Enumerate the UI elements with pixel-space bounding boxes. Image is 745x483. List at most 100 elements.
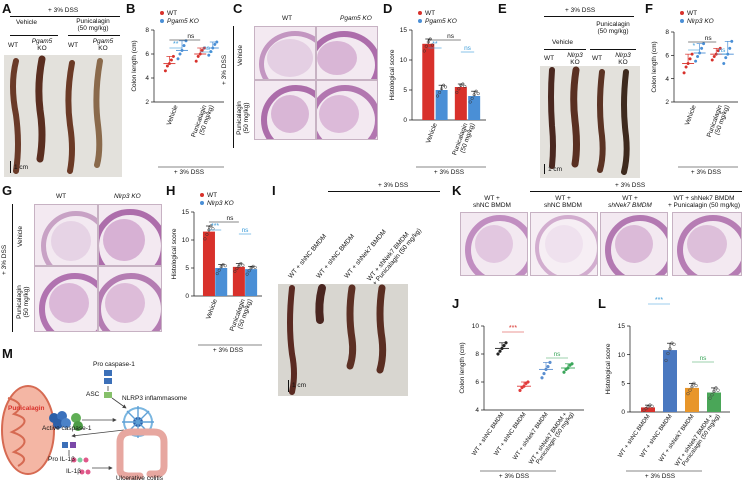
footer-label: + 3% DSS: [499, 473, 530, 480]
a-col-ko2: Pgam5 KO: [92, 38, 114, 53]
data-point: [209, 224, 213, 228]
data-point: [233, 269, 237, 273]
g-hist-wt-vehicle: [34, 204, 98, 266]
legend-wt-label: WT: [167, 10, 177, 17]
data-point: [544, 367, 548, 372]
footer-label: + 3% DSS: [645, 473, 676, 480]
sig-label-2: ns: [700, 355, 708, 362]
nlrp3-inflammasome-icon: [122, 406, 154, 438]
footer-label: + 3% DSS: [691, 169, 722, 176]
y-tick-label: 2: [665, 99, 669, 106]
data-point: [461, 82, 465, 86]
panel-letter-l: L: [598, 296, 606, 311]
data-point: [444, 85, 448, 89]
footer-label: + 3% DSS: [213, 347, 244, 354]
data-point: [692, 381, 696, 385]
legend-wt-marker: [160, 11, 164, 15]
data-point: [714, 386, 718, 390]
sig-label-2: ns: [226, 215, 234, 222]
sig-label-2: ns: [554, 351, 562, 358]
data-point: [666, 351, 670, 356]
sig-label-3: ns: [203, 45, 211, 52]
data-point: [198, 52, 202, 56]
c-col-wt: WT: [282, 15, 293, 22]
sig-label-1: *: [692, 43, 695, 50]
y-axis-label: Histological score: [605, 343, 612, 394]
data-point: [178, 52, 182, 56]
bar: [232, 266, 245, 296]
data-point: [718, 46, 722, 50]
data-point: [424, 44, 428, 48]
sig-label-1: ***: [211, 223, 219, 230]
c-col-ko: Pgam5 KO: [340, 15, 372, 22]
data-point: [245, 272, 249, 276]
data-point: [688, 57, 692, 61]
nek7-icon: [71, 413, 83, 431]
m-label-nlrp3: NLRP3 inflammasome: [122, 395, 188, 402]
bar: [245, 269, 258, 296]
y-tick-label: 0: [185, 293, 189, 300]
y-tick-label: 6: [475, 379, 479, 386]
data-point: [500, 346, 504, 351]
data-point: [468, 100, 472, 104]
i-header: + 3% DSS: [378, 182, 409, 189]
bar: [454, 87, 467, 120]
data-point: [522, 384, 526, 388]
data-point: [542, 371, 546, 376]
data-point: [716, 388, 720, 392]
k-hist-1: [460, 212, 528, 276]
c-hist-wt-vehicle: [254, 26, 316, 80]
x-category-1: Vehicle: [166, 104, 180, 126]
y-tick-label: 15: [400, 27, 408, 34]
g-side-line: [12, 204, 13, 332]
mitochondrion-cristae-icon: [7, 397, 26, 467]
data-point: [472, 93, 476, 97]
e-col-wt1: WT: [544, 55, 555, 62]
data-point: [688, 388, 692, 392]
e-header-line: [544, 16, 634, 17]
data-point: [470, 96, 474, 100]
g-side-label: + 3% DSS: [1, 244, 8, 275]
data-point: [686, 61, 690, 66]
data-point: [219, 265, 223, 269]
x-category-1: Vehicle: [425, 122, 439, 144]
panel-letter-h: H: [166, 183, 176, 198]
data-point: [241, 263, 245, 267]
data-point: [237, 264, 241, 268]
g-hist-ko-vehicle: [98, 204, 162, 266]
y-tick-label: 10: [182, 237, 190, 244]
data-point: [438, 90, 442, 94]
c-side-line: [233, 26, 234, 148]
data-point: [694, 383, 698, 388]
e-col-ko1: Nlrp3 KO: [567, 52, 583, 67]
c-hist-ko-vehicle: [316, 26, 378, 80]
sig-label-1: **: [173, 41, 179, 48]
y-axis-label: Histological score: [389, 49, 396, 100]
i-scale-label: 1 cm: [292, 382, 307, 389]
panel-letter-a: A: [2, 1, 12, 16]
c-hist-wt-punicalagin: [254, 80, 316, 140]
legend-ko-marker: [680, 19, 684, 23]
y-tick-label: 10: [472, 323, 480, 330]
legend-wt-marker: [418, 11, 422, 15]
bar: [685, 387, 699, 412]
k-col4: WT + shNek7 BMDM + Punicalagin (50 mg/kg): [667, 195, 741, 210]
g-row-punicalagin: Punicalagin (50 mg/kg): [16, 285, 31, 319]
data-point: [455, 90, 459, 94]
pro-caspase-icon: [104, 370, 112, 376]
data-point: [496, 352, 500, 356]
y-tick-label: 0: [403, 117, 407, 124]
k-header-line: [530, 191, 742, 192]
y-tick-label: 8: [145, 27, 149, 34]
legend-wt-marker: [200, 193, 204, 197]
y-axis-label: Colon length (cm): [131, 40, 138, 91]
legend-ko-marker: [418, 19, 422, 23]
data-point: [716, 49, 720, 53]
data-point: [213, 42, 217, 46]
a-colon-drawing: [10, 55, 103, 174]
m-label-active-caspase: Active caspase-1: [42, 425, 92, 432]
data-point: [211, 46, 215, 50]
data-point: [422, 49, 426, 53]
data-point: [644, 406, 648, 411]
